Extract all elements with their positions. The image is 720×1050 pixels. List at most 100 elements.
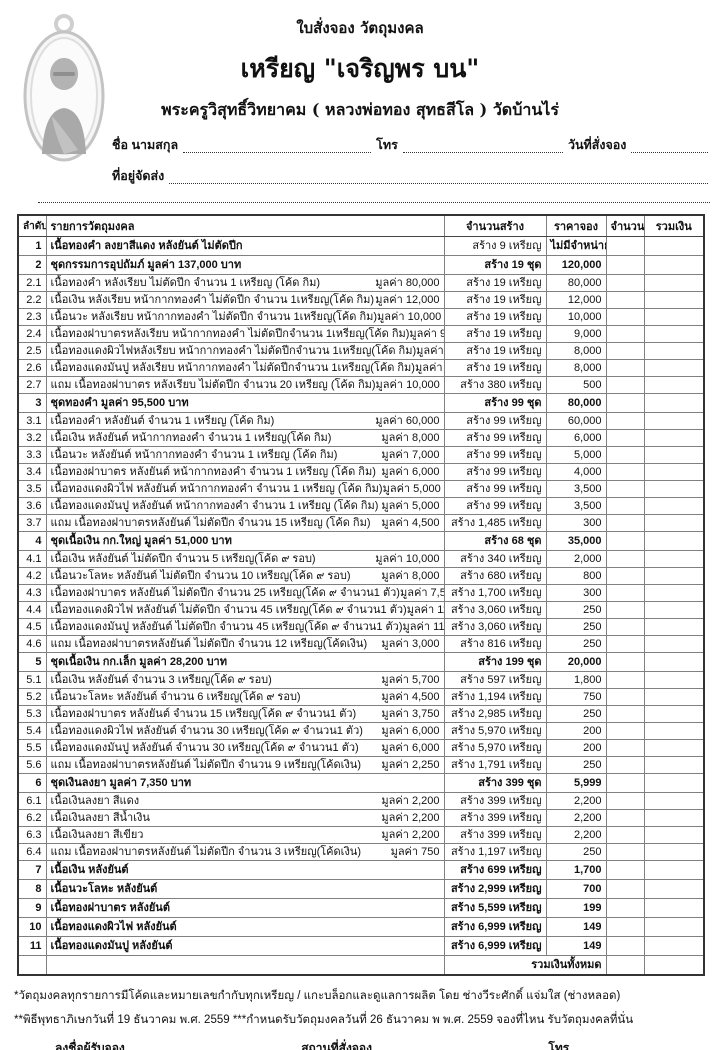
table-row: 3 ชุดทองคำ มูลค่า 95,500 บาท สร้าง 99 ชุด 8… <box>17 393 705 413</box>
phone-fill-line <box>402 140 563 153</box>
form-title: ใบสั่งจอง วัตถุมงคล <box>296 19 424 37</box>
quantity-fill-cell <box>605 393 645 413</box>
item-description: เนื้อนวะโลหะ หลังยันต์ ไม่ตัดปีก จำนวน 1… <box>45 567 445 585</box>
table-row: 9 เนื้อทองฝาบาตร หลังยันต์ สร้าง 5,599 เหร… <box>17 898 705 918</box>
item-description: เนื้อทองแดงผิวไฟ หลังยันต์ <box>45 917 445 937</box>
quantity-made-cell: สร้าง 19 ชุด <box>443 255 547 275</box>
booking-price-cell: 9,000 <box>545 325 607 343</box>
quantity-fill-cell <box>605 497 645 515</box>
item-description: แถม เนื้อทองฝาบาตรหลังยันต์ ไม่ตัดปีก จำ… <box>45 843 445 861</box>
customer-fields: ชื่อ นามสกุล โทร วันที่สั่งจอง ที่อยู่จั… <box>112 135 708 186</box>
booking-price-cell: 250 <box>545 705 607 723</box>
booking-price-cell: 5,999 <box>545 773 607 793</box>
total-fill-cell <box>643 359 705 377</box>
booking-price-cell: 3,500 <box>545 480 607 498</box>
form-header: ใบสั่งจอง วัตถุมงคล เหรียญ "เจริญพร บน" … <box>0 0 720 123</box>
quantity-made-cell: สร้าง 399 เหรียญ <box>443 792 547 810</box>
quantity-made-cell: สร้าง 19 เหรียญ <box>443 308 547 326</box>
booking-price-cell: 6,000 <box>545 429 607 447</box>
row-index: 3.6 <box>17 497 47 515</box>
row-index: 2.4 <box>17 325 47 343</box>
booking-price-cell: 12,000 <box>545 291 607 309</box>
table-header-row: ลำดับ รายการวัตถุมงคล จำนวนสร้าง ราคาจอง… <box>17 214 705 237</box>
booking-price-cell: 1,700 <box>545 860 607 880</box>
total-fill-cell <box>643 531 705 551</box>
table-row: 5.4 เนื้อทองแดงผิวไฟ หลังยันต์ จำนวน 30 เ… <box>17 722 705 740</box>
table-row: 1 เนื้อทองคำ ลงยาสีแดง หลังยันต์ ไม่ตัดปี… <box>17 236 705 256</box>
total-fill-cell <box>643 601 705 619</box>
item-description: เนื้อเงิน หลังยันต์ จำนวน 3 เหรียญ(โค้ด … <box>45 671 445 689</box>
booking-price-cell: 300 <box>545 584 607 602</box>
total-fill-cell <box>643 497 705 515</box>
row-index: 4 <box>17 531 47 551</box>
booking-price-cell: 80,000 <box>545 274 607 292</box>
monk-temple-subtitle: พระครูวิสุทธิ์วิทยาคม ( หลวงพ่อทอง สุทธส… <box>161 100 559 119</box>
total-fill-cell <box>643 308 705 326</box>
item-description: เนื้อทองแดงมันปู หลังยันต์ จำนวน 30 เหรี… <box>45 739 445 757</box>
total-fill-cell <box>643 756 705 774</box>
table-row: 4.3 เนื้อทองฝาบาตร หลังยันต์ ไม่ตัดปีก จำ… <box>17 584 705 602</box>
row-index: 3.4 <box>17 463 47 481</box>
item-description: เนื้อทองแดงผิวไฟ หลังยันต์ จำนวน 30 เหรี… <box>45 722 445 740</box>
item-description: เนื้อนวะโลหะ หลังยันต์ จำนวน 6 เหรียญ(โค… <box>45 688 445 706</box>
booking-price-cell: 250 <box>545 756 607 774</box>
quantity-made-cell: สร้าง 399 เหรียญ <box>443 826 547 844</box>
row-index: 2.7 <box>17 376 47 394</box>
total-fill-cell <box>643 671 705 689</box>
booking-price-cell: 5,000 <box>545 446 607 464</box>
booking-price-cell: 35,000 <box>545 531 607 551</box>
item-description: แถม เนื้อทองฝาบาตรหลังยันต์ ไม่ตัดปีก จำ… <box>45 756 445 774</box>
row-index: 5.5 <box>17 739 47 757</box>
table-row: 4.4 เนื้อทองแดงผิวไฟ หลังยันต์ ไม่ตัดปีก … <box>17 601 705 619</box>
order-place-line <box>377 1043 543 1050</box>
item-description: แถม เนื้อทองฝาบาตรหลังยันต์ ไม่ตัดปีก จำ… <box>45 514 445 532</box>
receiver-signature-line <box>130 1043 296 1050</box>
item-description: ชุดเนื้อเงิน กก.ใหญ่ มูลค่า 51,000 บาท <box>45 531 445 551</box>
quantity-fill-cell <box>605 376 645 394</box>
item-description: ชุดกรรมการอุปถัมภ์ มูลค่า 137,000 บาท <box>45 255 445 275</box>
table-row: 5 ชุดเนื้อเงิน กก.เล็ก มูลค่า 28,200 บาทส… <box>17 652 705 672</box>
total-fill-cell <box>643 809 705 827</box>
table-row: 6.4 แถม เนื้อทองฝาบาตรหลังยันต์ ไม่ตัดปีก… <box>17 843 705 861</box>
row-index: 2.5 <box>17 342 47 360</box>
item-description: เนื้อเงินลงยา สีเขียว มูลค่า 2,200 <box>45 826 445 844</box>
total-fill-cell <box>643 236 705 256</box>
quantity-fill-cell <box>605 792 645 810</box>
quantity-made-cell: สร้าง 340 เหรียญ <box>443 550 547 568</box>
item-description: เนื้อทองฝาบาตรหลังเรียบ หน้ากากทองคำ ไม่… <box>45 325 445 343</box>
quantity-fill-cell <box>605 429 645 447</box>
total-fill-cell <box>643 463 705 481</box>
quantity-made-cell: สร้าง 680 เหรียญ <box>443 567 547 585</box>
quantity-made-cell: สร้าง 199 ชุด <box>443 652 547 672</box>
booking-price-cell: 80,000 <box>545 393 607 413</box>
quantity-made-cell: สร้าง 3,060 เหรียญ <box>443 618 547 636</box>
item-description: เนื้อนวะโลหะ หลังยันต์ <box>45 879 445 899</box>
row-index: 7 <box>17 860 47 880</box>
item-description: เนื้อเงิน หลังเรียบ หน้ากากทองคำ ไม่ตัดป… <box>45 291 445 309</box>
total-fill-cell <box>643 480 705 498</box>
table-row: 5.2 เนื้อนวะโลหะ หลังยันต์ จำนวน 6 เหรียญ… <box>17 688 705 706</box>
quantity-made-cell: สร้าง 99 เหรียญ <box>443 446 547 464</box>
row-index: 5.1 <box>17 671 47 689</box>
table-row: 4.6 แถม เนื้อทองฝาบาตรหลังยันต์ ไม่ตัดปีก… <box>17 635 705 653</box>
address-fill-line <box>169 171 708 184</box>
quantity-fill-cell <box>605 860 645 880</box>
signature-row-receiver: ลงชื่อผู้รับจอง สถานที่สั่งจอง โทร <box>55 1039 706 1050</box>
row-index: 5.2 <box>17 688 47 706</box>
quantity-made-cell: สร้าง 1,197 เหรียญ <box>443 843 547 861</box>
item-description: เนื้อทองคำ ลงยาสีแดง หลังยันต์ ไม่ตัดปีก <box>45 236 445 256</box>
quantity-made-cell: สร้าง 380 เหรียญ <box>443 376 547 394</box>
total-fill-cell <box>643 739 705 757</box>
quantity-fill-cell <box>605 722 645 740</box>
total-fill-cell <box>643 826 705 844</box>
receiver-phone-label: โทร <box>548 1041 570 1050</box>
quantity-made-cell: สร้าง 19 เหรียญ <box>443 325 547 343</box>
row-index: 2 <box>17 255 47 275</box>
row-index: 5 <box>17 652 47 672</box>
table-row: 10 เนื้อทองแดงผิวไฟ หลังยันต์ สร้าง 6,999 … <box>17 917 705 937</box>
row-index: 8 <box>17 879 47 899</box>
table-row: 2 ชุดกรรมการอุปถัมภ์ มูลค่า 137,000 บาท สร… <box>17 255 705 275</box>
grand-total-label: รวมเงินทั้งหมด <box>443 955 607 976</box>
item-description: เนื้อทองแดงมันปู หลังเรียบ หน้ากากทองคำ … <box>45 359 445 377</box>
